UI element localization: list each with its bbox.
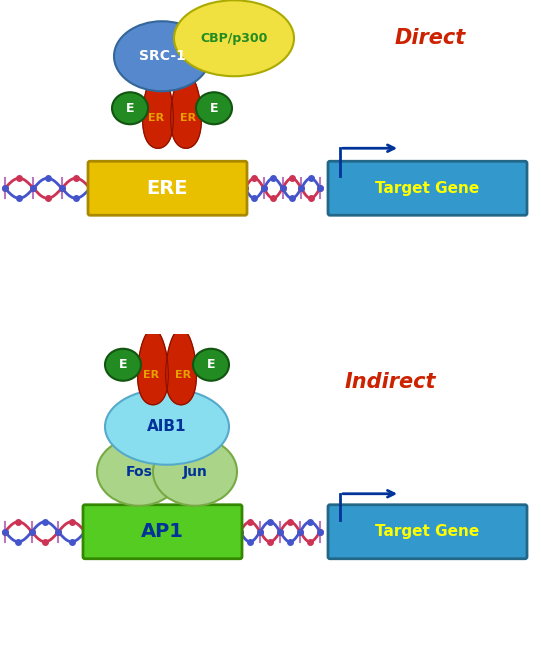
Text: Indirect: Indirect	[344, 372, 436, 392]
Ellipse shape	[196, 92, 232, 124]
FancyBboxPatch shape	[328, 161, 527, 215]
Polygon shape	[166, 329, 196, 405]
Text: E: E	[207, 358, 215, 372]
Text: Jun: Jun	[183, 465, 208, 479]
FancyBboxPatch shape	[328, 505, 527, 559]
Ellipse shape	[105, 349, 141, 381]
Text: AIB1: AIB1	[147, 420, 187, 434]
Text: ER: ER	[175, 370, 191, 380]
Ellipse shape	[97, 438, 181, 506]
Text: Direct: Direct	[395, 28, 466, 48]
Polygon shape	[138, 329, 169, 405]
Text: AP1: AP1	[141, 522, 184, 541]
Text: CBP/p300: CBP/p300	[201, 32, 268, 45]
Text: ER: ER	[148, 113, 164, 123]
Polygon shape	[143, 72, 173, 148]
Ellipse shape	[114, 21, 210, 91]
FancyBboxPatch shape	[88, 161, 247, 215]
Ellipse shape	[112, 92, 148, 124]
Text: ER: ER	[180, 113, 196, 123]
Text: Target Gene: Target Gene	[376, 181, 480, 195]
Text: SRC-1: SRC-1	[139, 49, 185, 63]
Text: ER: ER	[143, 370, 159, 380]
Text: Target Gene: Target Gene	[376, 524, 480, 539]
Ellipse shape	[105, 389, 229, 465]
Ellipse shape	[193, 349, 229, 381]
Polygon shape	[171, 72, 202, 148]
Ellipse shape	[174, 0, 294, 76]
Text: ERE: ERE	[147, 179, 188, 197]
Ellipse shape	[153, 438, 237, 506]
Text: Fos: Fos	[126, 465, 152, 479]
Text: E: E	[119, 358, 127, 372]
Text: E: E	[126, 102, 134, 115]
Text: E: E	[210, 102, 218, 115]
FancyBboxPatch shape	[83, 505, 242, 559]
